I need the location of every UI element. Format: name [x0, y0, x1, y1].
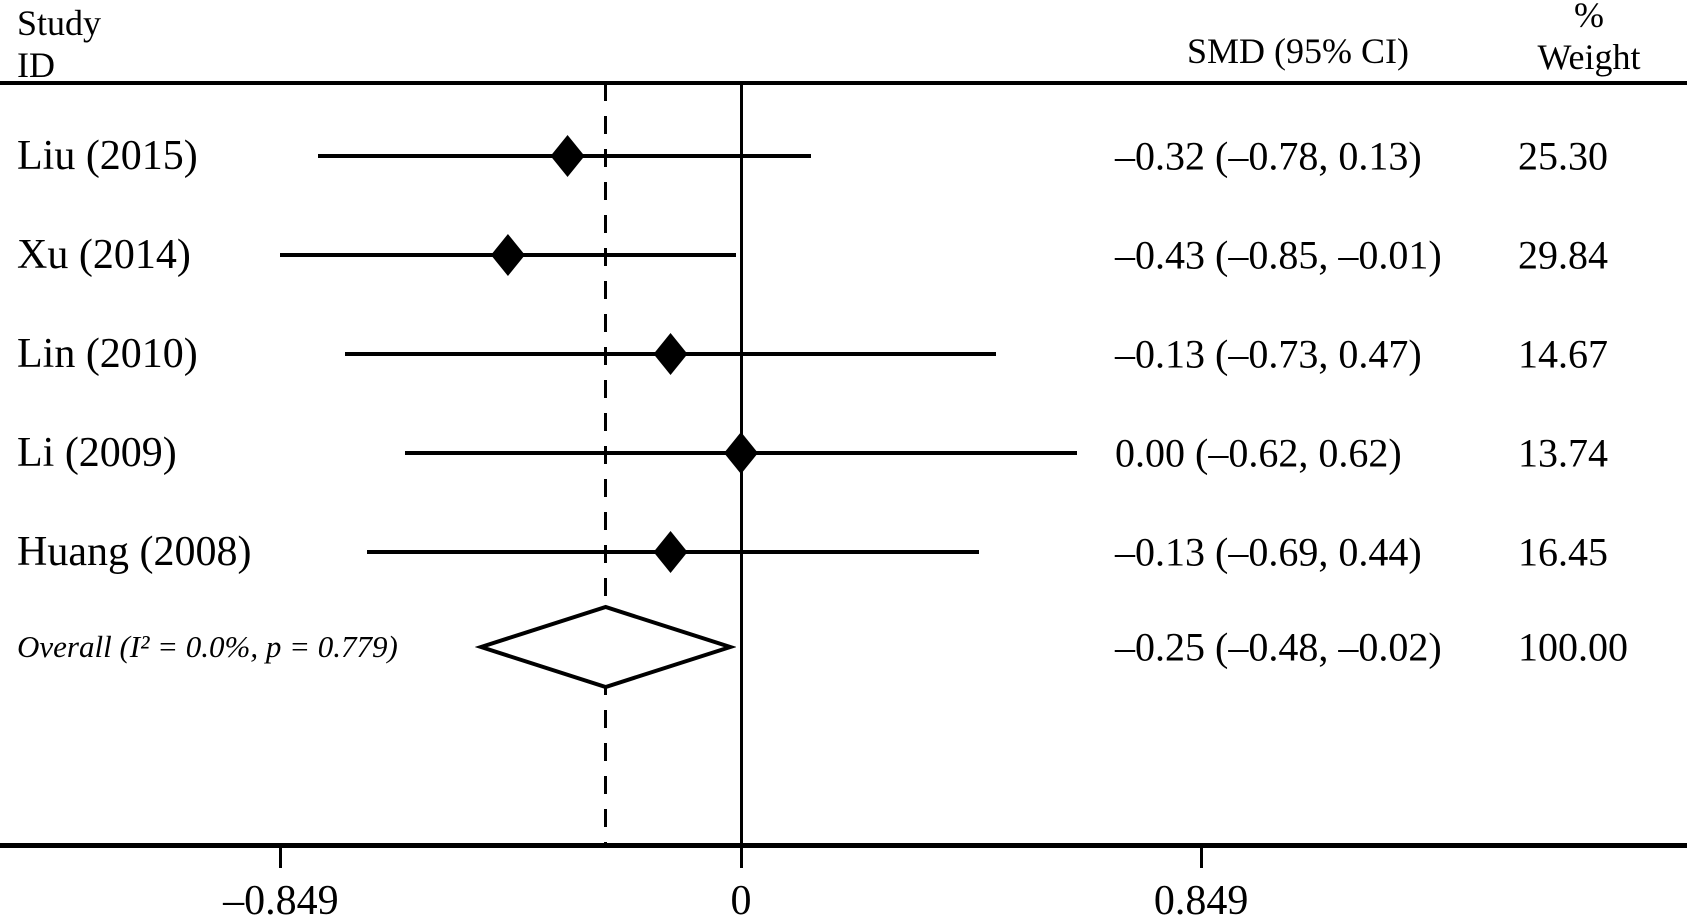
effect-diamond-icon: [724, 432, 758, 474]
header-divider-line: [0, 81, 1687, 85]
smd-ci-value: –0.13 (–0.73, 0.47): [1115, 331, 1422, 377]
weight-value: 16.45: [1518, 529, 1608, 575]
study-id-label: Lin (2010): [17, 331, 198, 377]
effect-diamond-icon: [653, 333, 688, 375]
smd-ci-value: –0.13 (–0.69, 0.44): [1115, 529, 1422, 575]
study-column-header: Study ID: [17, 2, 101, 87]
weight-value: 29.84: [1518, 232, 1608, 278]
effect-column-header: SMD (95% CI): [1187, 31, 1409, 71]
weight-column-header-line2: Weight: [1537, 37, 1641, 78]
weight-value: 14.67: [1518, 331, 1608, 377]
study-id-label: Liu (2015): [17, 133, 198, 179]
weight-value: 13.74: [1518, 430, 1608, 476]
overall-weight-value: 100.00: [1518, 624, 1628, 670]
study-column-header-line2: ID: [17, 45, 55, 86]
study-column-header-line1: Study: [17, 3, 102, 43]
effect-diamond-icon: [550, 135, 585, 177]
study-id-label: Xu (2014): [17, 232, 191, 278]
x-axis-line: [0, 843, 1687, 848]
smd-ci-value: 0.00 (–0.62, 0.62): [1115, 430, 1402, 476]
overall-diamond-icon: [474, 604, 737, 690]
weight-value: 25.30: [1518, 133, 1608, 179]
smd-ci-value: –0.32 (–0.78, 0.13): [1115, 133, 1422, 179]
study-id-label: Huang (2008): [17, 529, 252, 575]
x-axis-tick: [1199, 848, 1203, 868]
x-axis-tick-label: 0.849: [1153, 878, 1249, 918]
x-axis-tick: [739, 848, 743, 868]
weight-column-header-line1: %: [1574, 0, 1604, 35]
smd-ci-value: –0.43 (–0.85, –0.01): [1115, 232, 1442, 278]
effect-diamond-icon: [490, 234, 525, 276]
effect-diamond-icon: [653, 531, 688, 573]
x-axis-tick-label: 0: [730, 878, 752, 918]
overall-smd-ci-value: –0.25 (–0.48, –0.02): [1115, 624, 1442, 670]
overall-effect-dashed-line: [604, 83, 607, 845]
weight-column-header: % Weight: [1489, 0, 1687, 79]
x-axis-tick-label: –0.849: [223, 878, 339, 918]
study-id-label: Li (2009): [17, 430, 177, 476]
overall-label: Overall (I² = 0.0%, p = 0.779): [17, 629, 398, 664]
x-axis-tick: [279, 848, 283, 868]
